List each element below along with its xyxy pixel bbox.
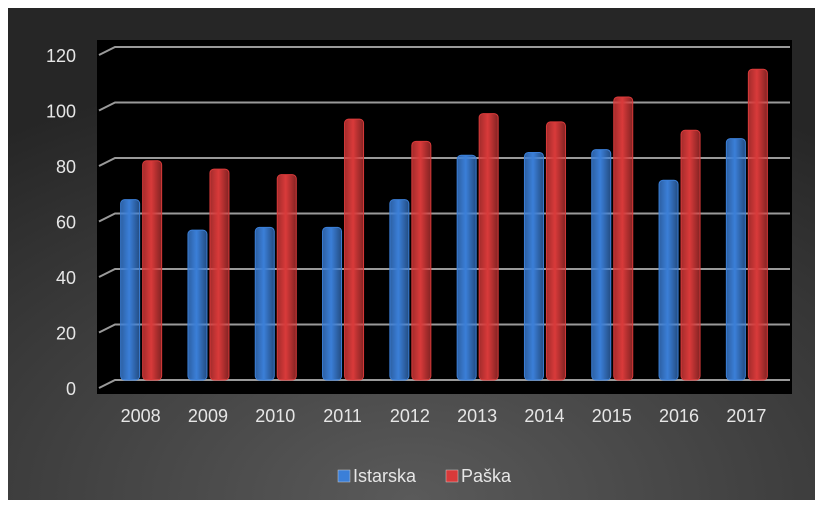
bar — [523, 151, 544, 381]
grid-line — [98, 379, 790, 389]
x-tick-label: 2010 — [255, 406, 295, 426]
y-tick-label: 60 — [56, 212, 76, 232]
bar — [591, 149, 612, 381]
bar — [411, 140, 432, 381]
x-tick-label: 2013 — [457, 406, 497, 426]
x-tick-label: 2008 — [121, 406, 161, 426]
y-tick-label: 120 — [46, 46, 76, 66]
legend-swatch — [445, 469, 459, 483]
bar — [254, 226, 275, 381]
x-tick-label: 2017 — [726, 406, 766, 426]
bar — [187, 229, 208, 381]
bar — [276, 174, 297, 381]
bar — [120, 199, 141, 381]
bar — [344, 118, 365, 381]
bar — [680, 129, 701, 381]
x-tick-label: 2014 — [524, 406, 564, 426]
x-tick-label: 2012 — [390, 406, 430, 426]
y-tick-label: 0 — [66, 379, 76, 399]
legend-swatch — [337, 469, 351, 483]
legend-label: Paška — [461, 466, 512, 486]
y-tick-label: 40 — [56, 268, 76, 288]
grid-line — [98, 101, 790, 112]
grid-line — [98, 46, 790, 56]
bar — [545, 121, 566, 381]
bar — [747, 68, 768, 381]
bar — [322, 226, 343, 381]
bar — [658, 179, 679, 381]
bar — [209, 168, 230, 381]
bar — [456, 154, 477, 381]
x-tick-label: 2015 — [592, 406, 632, 426]
y-tick-label: 100 — [46, 101, 76, 121]
bar — [142, 160, 163, 381]
bar — [478, 113, 499, 381]
bar — [613, 96, 634, 381]
bar — [725, 138, 746, 381]
bar — [389, 199, 410, 381]
x-tick-label: 2016 — [659, 406, 699, 426]
x-tick-label: 2011 — [323, 406, 362, 426]
x-tick-label: 2009 — [188, 406, 228, 426]
y-tick-label: 20 — [56, 323, 76, 343]
legend-label: Istarska — [353, 466, 417, 486]
y-tick-label: 80 — [56, 157, 76, 177]
